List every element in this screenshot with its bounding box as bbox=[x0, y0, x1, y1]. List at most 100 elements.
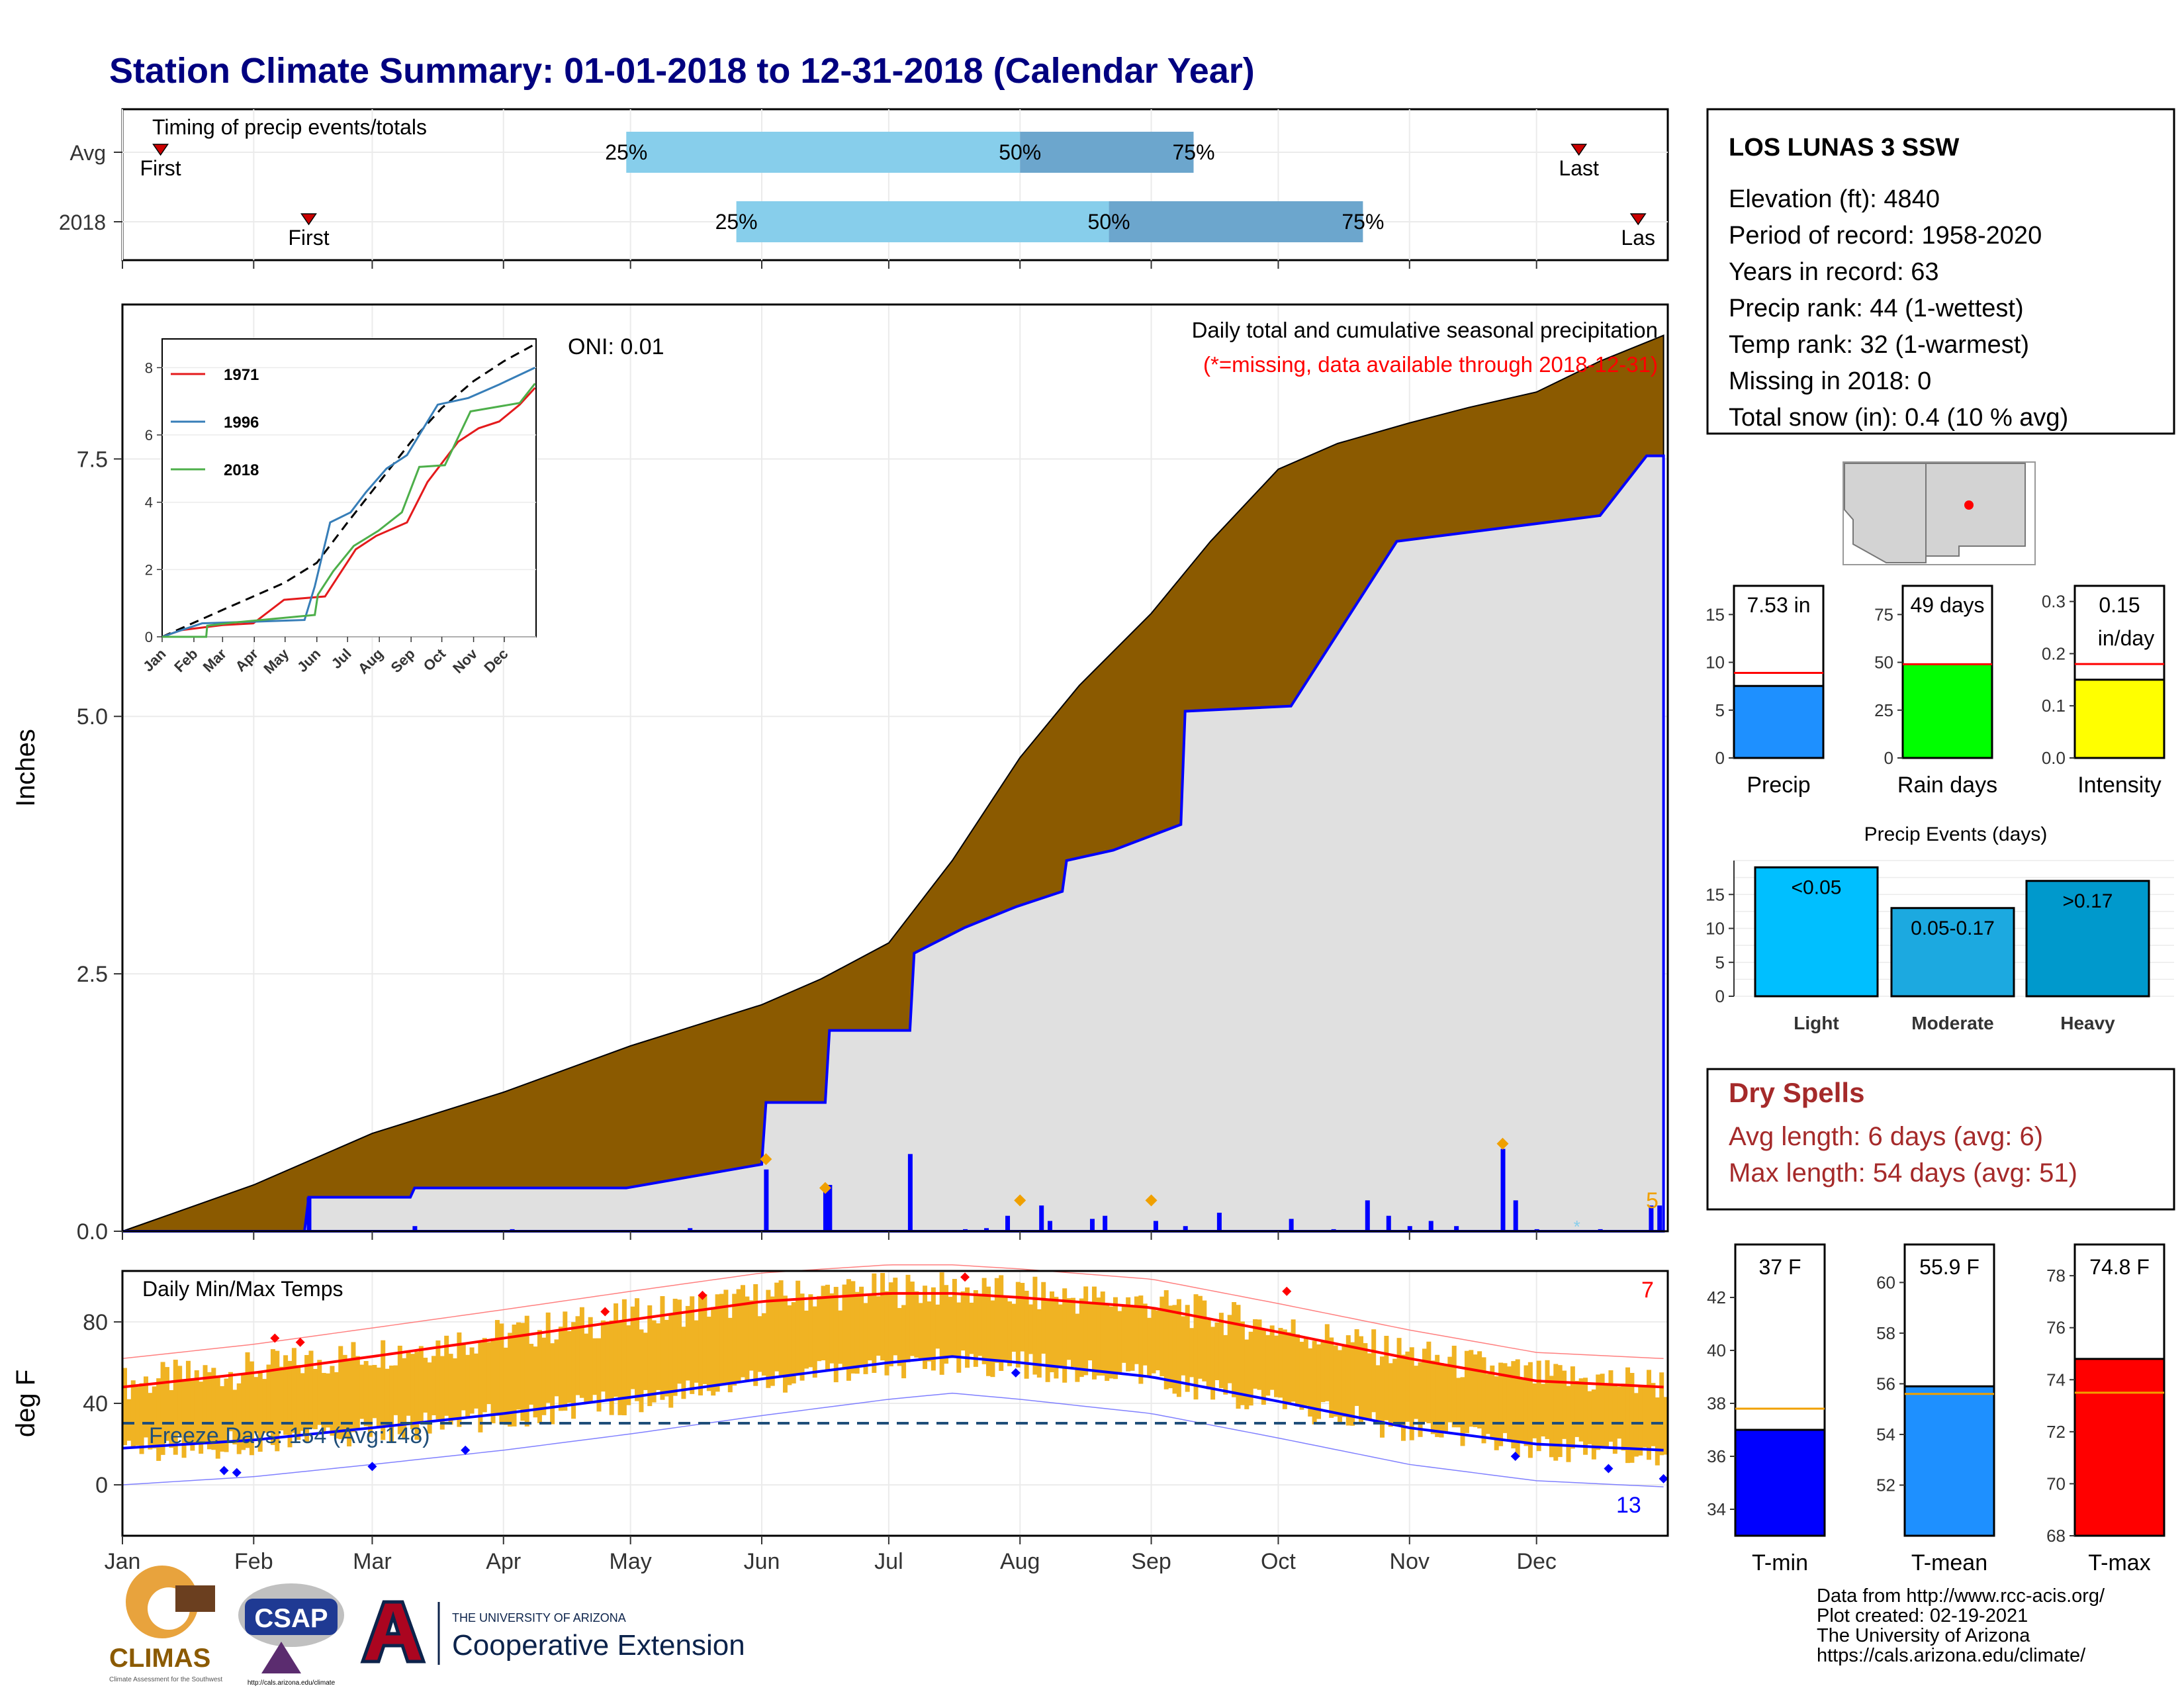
daily-temp-bar bbox=[558, 1327, 563, 1411]
precip-event-marker-icon bbox=[1496, 1137, 1509, 1150]
mini-bar-ytick-label: 0.1 bbox=[2042, 696, 2066, 716]
daily-temp-bar bbox=[787, 1305, 792, 1385]
daily-temp-bar bbox=[859, 1286, 864, 1366]
timing-bar-q2 bbox=[1109, 201, 1363, 242]
daily-temp-bar bbox=[215, 1376, 220, 1459]
daily-temp-bar bbox=[291, 1348, 296, 1433]
daily-temp-bar bbox=[190, 1378, 195, 1451]
daily-temp-bar bbox=[1409, 1347, 1414, 1440]
daily-temp-bar bbox=[1138, 1295, 1144, 1384]
daily-temp-bar bbox=[1422, 1348, 1427, 1423]
daily-temp-bar bbox=[960, 1291, 966, 1351]
daily-temp-bar bbox=[1663, 1397, 1668, 1455]
daily-temp-bar bbox=[1185, 1305, 1190, 1392]
temp-summary-ytick-label: 42 bbox=[1707, 1288, 1726, 1307]
daily-temp-bar bbox=[435, 1340, 441, 1420]
precip-ytick-label: 7.5 bbox=[77, 447, 108, 472]
events-bar-value: <0.05 bbox=[1792, 876, 1842, 898]
daily-temp-bar bbox=[1532, 1383, 1537, 1438]
daily-temp-bar bbox=[1227, 1315, 1232, 1383]
mini-bar-ytick-label: 0 bbox=[1715, 748, 1725, 768]
temp-panel-title: Daily Min/Max Temps bbox=[142, 1277, 343, 1301]
month-tick-label: May bbox=[610, 1549, 652, 1574]
daily-temp-bar bbox=[592, 1338, 598, 1395]
daily-temp-bar bbox=[317, 1360, 322, 1425]
inset-legend-label: 2018 bbox=[224, 461, 259, 479]
daily-temp-bar bbox=[635, 1298, 640, 1401]
missing-note: (*=missing, data available through 2018-… bbox=[1203, 352, 1658, 377]
inset-ytick-label: 8 bbox=[145, 359, 153, 376]
credit-line: Data from http://www.rcc-acis.org/ bbox=[1817, 1585, 2105, 1607]
daily-temp-bar bbox=[355, 1356, 360, 1430]
daily-temp-bar bbox=[706, 1317, 711, 1391]
daily-temp-bar bbox=[1295, 1334, 1300, 1407]
daily-temp-bar bbox=[1218, 1313, 1224, 1388]
daily-temp-bar bbox=[978, 1295, 983, 1356]
daily-temp-bar bbox=[122, 1368, 127, 1446]
mini-bar-ytick-label: 0.0 bbox=[2042, 748, 2066, 768]
daily-temp-bar bbox=[1278, 1328, 1283, 1398]
daily-temp-bar bbox=[1596, 1374, 1601, 1450]
timing-first-label: First bbox=[140, 156, 181, 180]
inset-line-1996 bbox=[161, 367, 536, 638]
daily-temp-bar bbox=[1612, 1385, 1617, 1454]
daily-temp-bar bbox=[1379, 1356, 1385, 1438]
csap-mountain-icon bbox=[261, 1642, 301, 1673]
daily-temp-bar bbox=[600, 1320, 606, 1392]
daily-temp-bar bbox=[376, 1367, 381, 1429]
daily-temp-bar bbox=[338, 1346, 343, 1440]
daily-temp-bar bbox=[1562, 1370, 1567, 1439]
daily-temp-bar bbox=[220, 1386, 225, 1452]
daily-temp-bar bbox=[1265, 1335, 1271, 1396]
temp-summary-ytick-label: 78 bbox=[2046, 1266, 2066, 1286]
daily-temp-bar bbox=[359, 1364, 365, 1419]
daily-temp-bar bbox=[711, 1307, 716, 1396]
daily-temp-bar bbox=[668, 1313, 674, 1408]
precip-frame bbox=[121, 303, 1669, 1233]
daily-precip-bar bbox=[412, 1226, 418, 1231]
daily-temp-bar bbox=[1435, 1354, 1440, 1437]
daily-temp-bar bbox=[901, 1305, 907, 1379]
avg-tmax-line bbox=[122, 1291, 1664, 1389]
precip-ytick-label: 0.0 bbox=[77, 1219, 108, 1244]
daily-temp-bar bbox=[952, 1279, 957, 1356]
temp-summary-ytick-label: 58 bbox=[1876, 1323, 1895, 1343]
daily-temp-bar bbox=[571, 1322, 576, 1419]
daily-temp-bar bbox=[1087, 1303, 1093, 1361]
daily-temp-bar bbox=[1625, 1367, 1631, 1464]
daily-temp-bar bbox=[973, 1290, 978, 1367]
temp-summary-ytick-label: 56 bbox=[1876, 1374, 1895, 1393]
daily-temp-bar bbox=[1345, 1335, 1351, 1426]
daily-temp-bar bbox=[389, 1365, 394, 1443]
daily-temp-bar bbox=[1163, 1290, 1169, 1389]
daily-temp-bar bbox=[1338, 1350, 1343, 1423]
inset-ytick-label: 6 bbox=[145, 427, 153, 444]
inset-ytick-label: 0 bbox=[145, 629, 153, 645]
temp-summary-fill bbox=[2073, 1358, 2165, 1537]
temp-summary-ytick-label: 34 bbox=[1707, 1499, 1726, 1519]
daily-temp-bar bbox=[1257, 1319, 1262, 1390]
daily-temp-bar bbox=[478, 1342, 483, 1432]
daily-temp-bar bbox=[1050, 1291, 1054, 1373]
daily-temp-bar bbox=[1206, 1319, 1211, 1389]
events-ytick-label: 0 bbox=[1715, 986, 1725, 1006]
daily-temp-bar bbox=[1570, 1366, 1575, 1449]
daily-temp-bar bbox=[1426, 1341, 1432, 1424]
daily-temp-bar bbox=[1232, 1302, 1237, 1397]
daily-temp-bar bbox=[1400, 1354, 1406, 1441]
daily-temp-bar bbox=[1524, 1365, 1529, 1446]
daily-temp-bar bbox=[296, 1365, 301, 1440]
daily-temp-bar bbox=[914, 1291, 919, 1358]
daily-temp-bar bbox=[935, 1304, 940, 1349]
daily-temp-bar bbox=[1028, 1304, 1034, 1354]
daily-temp-bar bbox=[1054, 1297, 1059, 1379]
climas-logo: CLIMAS Climate Assessment for the Southw… bbox=[109, 1566, 222, 1683]
temp-summary-ytick-label: 54 bbox=[1876, 1425, 1895, 1444]
daily-temp-bar bbox=[656, 1323, 661, 1390]
timing-p75-label: 75% bbox=[1342, 210, 1384, 234]
month-tick-label: Mar bbox=[353, 1549, 392, 1574]
timing-bar-q1 bbox=[626, 132, 1021, 173]
mini-bar-ytick-label: 15 bbox=[1706, 604, 1725, 624]
daily-temp-bar bbox=[965, 1287, 970, 1368]
daily-temp-bar bbox=[211, 1368, 216, 1450]
